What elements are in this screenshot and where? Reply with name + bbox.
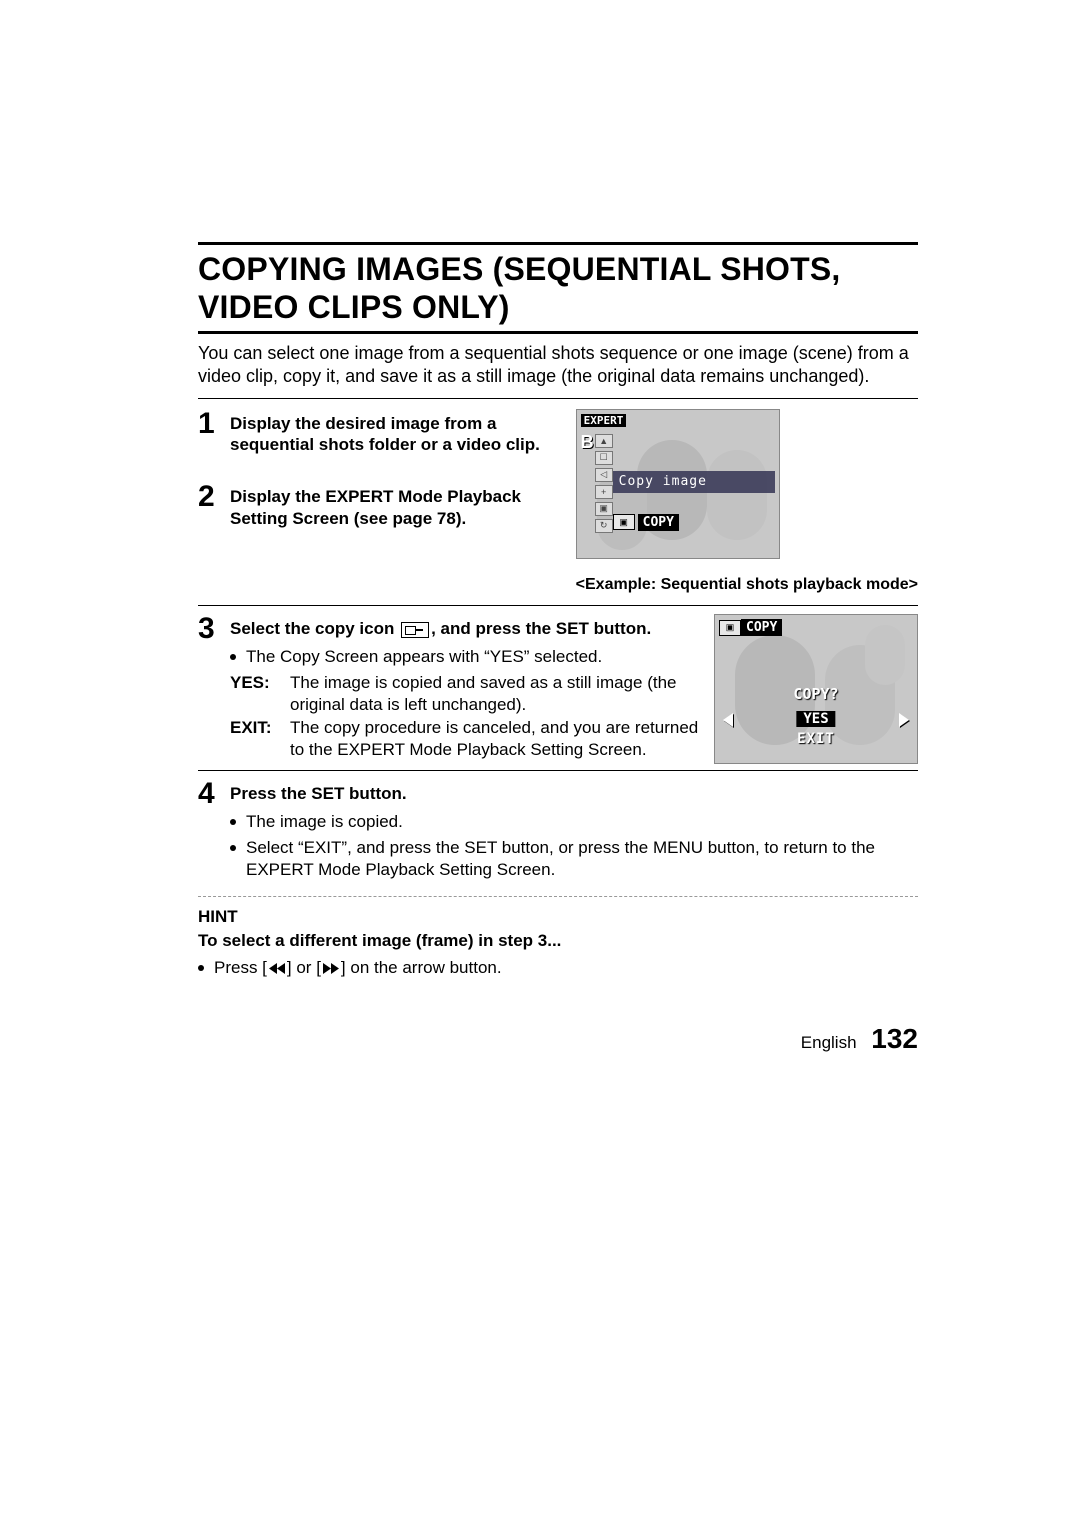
ss1-copy-label: COPY (638, 514, 679, 531)
step-4-num: 4 (198, 779, 220, 809)
ss1-copy-selected: ▣ COPY (613, 514, 679, 531)
intro-text: You can select one image from a sequenti… (198, 342, 918, 388)
rule-after-1-2 (198, 605, 918, 606)
footer-language: English (801, 1033, 857, 1052)
ss2-right-arrow-icon (899, 713, 909, 727)
step-3-exit-k: EXIT: (230, 717, 284, 761)
page-footer: English 132 (198, 1023, 918, 1055)
hint-title: HINT (198, 907, 918, 927)
step-3-text: 3 Select the copy icon , and press the S… (198, 614, 700, 764)
ss1-icon-3: ◁ (595, 468, 613, 482)
copy-icon-inline (401, 622, 429, 638)
rule-before-steps (198, 398, 918, 399)
step-1-body: Display the desired image from a sequent… (230, 413, 562, 457)
ss1-copy-image-row: Copy image (613, 471, 775, 493)
ss2-left-arrow-icon (723, 713, 733, 727)
ss1-icon-6: ↻ (595, 519, 613, 533)
ss2-copy-label: COPY (741, 619, 782, 636)
screenshot-1-caption: <Example: Sequential shots playback mode… (576, 575, 918, 596)
step-3-yes-v: The image is copied and saved as a still… (290, 672, 700, 716)
step-4-block: 4 Press the SET button. The image is cop… (198, 779, 918, 890)
step-2-body: Display the EXPERT Mode Playback Setting… (230, 486, 562, 530)
step-3-num: 3 (198, 614, 220, 644)
manual-page: COPYING IMAGES (SEQUENTIAL SHOTS, VIDEO … (198, 242, 918, 1055)
step-3-exit-row: EXIT: The copy procedure is canceled, an… (230, 717, 700, 761)
screenshot-2-col: ▣ COPY COPY? YES EXIT (714, 614, 918, 764)
step-3-body: Select the copy icon , and press the SET… (230, 618, 700, 763)
ss1-icon-4: + (595, 485, 613, 499)
step-3-bullets: The Copy Screen appears with “YES” selec… (230, 646, 700, 668)
step-3-exit-v: The copy procedure is canceled, and you … (290, 717, 700, 761)
rewind-icon (268, 962, 286, 975)
ss1-icon-column: ▲ ☐ ◁ + ▣ ↻ (595, 434, 613, 533)
rule-under-title (198, 331, 918, 334)
step-3-yes-k: YES: (230, 672, 284, 716)
ss2-exit: EXIT (715, 731, 917, 747)
page-title: COPYING IMAGES (SEQUENTIAL SHOTS, VIDEO … (198, 251, 918, 327)
step-4-bullet-2: Select “EXIT”, and press the SET button,… (230, 837, 918, 881)
ss2-question: COPY? (715, 685, 917, 703)
ss1-b-label: B (581, 432, 594, 453)
rule-dotted (198, 896, 918, 897)
step-4: 4 Press the SET button. The image is cop… (198, 779, 918, 884)
ss2-copy-top: ▣ COPY (719, 619, 782, 636)
ss1-expert-label: EXPERT (581, 414, 627, 427)
step-1: 1 Display the desired image from a seque… (198, 409, 562, 457)
step-3-yes-row: YES: The image is copied and saved as a … (230, 672, 700, 716)
step-3: 3 Select the copy icon , and press the S… (198, 614, 700, 763)
footer-page-number: 132 (871, 1023, 918, 1054)
steps-1-2-block: 1 Display the desired image from a seque… (198, 409, 918, 596)
rule-after-3 (198, 770, 918, 771)
step-1-num: 1 (198, 409, 220, 439)
ss2-copy-icon: ▣ (719, 620, 741, 636)
step-2-num: 2 (198, 482, 220, 512)
steps-1-2-text: 1 Display the desired image from a seque… (198, 409, 562, 596)
step-3-block: 3 Select the copy icon , and press the S… (198, 614, 918, 764)
step-2: 2 Display the EXPERT Mode Playback Setti… (198, 482, 562, 530)
hint-bullet-1: Press [] or [] on the arrow button. (198, 957, 918, 979)
ss1-icon-2: ☐ (595, 451, 613, 465)
hint-subtitle: To select a different image (frame) in s… (198, 931, 918, 951)
ss1-copy-icon: ▣ (613, 514, 635, 530)
rule-top (198, 242, 918, 245)
step-4-body: Press the SET button. The image is copie… (230, 783, 918, 884)
hint-bullets: Press [] or [] on the arrow button. (198, 957, 918, 979)
step-3-bullet-1: The Copy Screen appears with “YES” selec… (230, 646, 700, 668)
fast-forward-icon (322, 962, 340, 975)
screenshot-2: ▣ COPY COPY? YES EXIT (714, 614, 918, 764)
step-4-text: 4 Press the SET button. The image is cop… (198, 779, 918, 890)
screenshot-1: EXPERT B ▲ ☐ ◁ + ▣ ↻ Copy image ▣ COPY (576, 409, 780, 559)
ss2-yes: YES (796, 711, 835, 727)
hint-block: HINT To select a different image (frame)… (198, 907, 918, 979)
step-4-bullet-1: The image is copied. (230, 811, 918, 833)
step-4-bullets: The image is copied. Select “EXIT”, and … (230, 811, 918, 880)
ss1-icon-5: ▣ (595, 502, 613, 516)
ss1-icon-1: ▲ (595, 434, 613, 448)
screenshot-1-col: EXPERT B ▲ ☐ ◁ + ▣ ↻ Copy image ▣ COPY <… (576, 409, 918, 596)
